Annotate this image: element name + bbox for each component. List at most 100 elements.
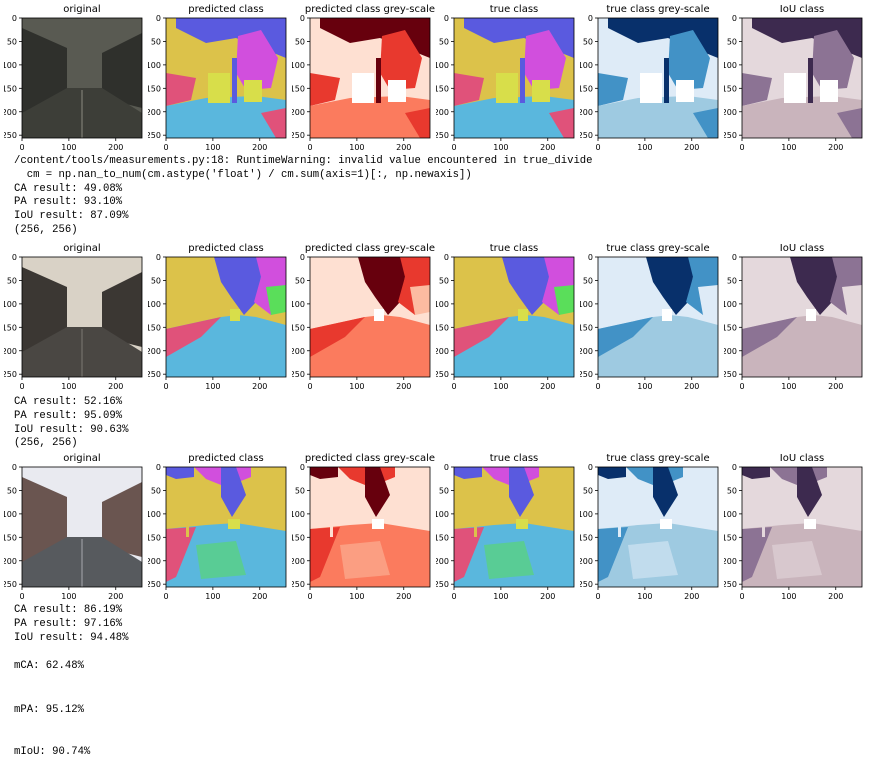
y-tick-label: 50 — [151, 276, 161, 285]
x-tick-label: 0 — [307, 143, 312, 152]
y-tick-label: 100 — [436, 300, 449, 309]
axes-frame — [21, 17, 143, 139]
y-tick-label: 0 — [300, 253, 305, 262]
seg-grass — [842, 285, 862, 315]
panel-reds: 0 50 100 150 200 250 0 100 200 predicted class gr… — [292, 451, 435, 601]
seg-car — [352, 73, 374, 103]
seg-pole — [520, 58, 525, 103]
y-tick-label: 100 — [4, 61, 17, 70]
y-tick-label: 0 — [732, 253, 737, 262]
axes-frame — [309, 256, 431, 378]
panel-image — [22, 257, 142, 377]
x-tick-label: 200 — [828, 592, 843, 601]
y-tick-label: 50 — [727, 276, 737, 285]
y-tick-label: 100 — [724, 510, 737, 519]
x-tick-label: 0 — [163, 382, 168, 391]
seg-car — [372, 519, 384, 529]
seg-tree — [236, 30, 278, 90]
seg-car — [784, 73, 806, 103]
panel-image — [454, 467, 574, 587]
panel-image — [22, 467, 142, 587]
y-tick-label: 200 — [292, 557, 305, 566]
y-tick-label: 200 — [580, 347, 593, 356]
y-tick-label: 50 — [295, 276, 305, 285]
y-tick-label: 100 — [148, 510, 161, 519]
y-tick-label: 250 — [580, 131, 593, 140]
iou-result: IoU result: 94.48% — [14, 631, 129, 644]
x-tick-label: 0 — [739, 592, 744, 601]
iou-result: IoU result: 87.09% — [14, 210, 129, 223]
x-tick-label: 0 — [595, 592, 600, 601]
y-tick-label: 150 — [436, 533, 449, 542]
panel-image — [742, 467, 862, 587]
panel-blues: 0 50 100 150 200 250 0 100 200 true class grey-sc… — [580, 241, 720, 391]
y-tick-label: 250 — [292, 370, 305, 379]
y-tick-label: 150 — [4, 84, 17, 93]
y-tick-label: 150 — [148, 323, 161, 332]
y-tick-label: 150 — [580, 323, 593, 332]
miou-summary: mIoU: 90.74% — [14, 746, 90, 760]
axes-frame — [741, 466, 863, 588]
seg-sky-center — [365, 467, 390, 517]
panel-title: predicted class — [188, 453, 264, 464]
y-tick-label: 0 — [156, 253, 161, 262]
photo-building-right — [102, 33, 142, 108]
seg-pole — [330, 487, 333, 537]
axes-frame — [309, 466, 431, 588]
seg-car-2 — [244, 80, 262, 102]
panel-title: true class grey-scale — [606, 453, 710, 464]
seg-road — [166, 96, 286, 138]
seg-pole — [808, 58, 813, 103]
y-tick-label: 150 — [292, 323, 305, 332]
y-tick-label: 150 — [292, 84, 305, 93]
x-tick-label: 100 — [61, 143, 76, 152]
x-tick-label: 200 — [396, 382, 411, 391]
panel-pred: 0 50 100 150 200 250 0 100 200 predicted class — [148, 2, 288, 152]
y-tick-label: 150 — [436, 323, 449, 332]
panel-image — [310, 257, 430, 377]
seg-sky-center — [509, 467, 534, 517]
seg-sidewalk-right — [405, 108, 430, 138]
seg-sky-center — [221, 467, 246, 517]
y-tick-label: 200 — [580, 108, 593, 117]
y-tick-label: 50 — [727, 37, 737, 46]
seg-grass — [410, 285, 430, 315]
cell-stdout-2: CA result: 52.16% PA result: 95.09% IoU re… — [14, 396, 128, 451]
seg-sky — [358, 257, 410, 315]
x-tick-label: 0 — [739, 382, 744, 391]
y-tick-label: 50 — [7, 276, 17, 285]
seg-sidewalk — [310, 73, 340, 106]
y-tick-label: 50 — [7, 486, 17, 495]
x-tick-label: 0 — [595, 143, 600, 152]
x-tick-label: 0 — [307, 592, 312, 601]
y-tick-label: 150 — [436, 84, 449, 93]
seg-car — [660, 519, 672, 529]
seg-sidewalk-right — [549, 108, 574, 138]
y-tick-label: 250 — [724, 131, 737, 140]
y-tick-label: 250 — [148, 131, 161, 140]
y-tick-label: 250 — [436, 131, 449, 140]
seg-car — [518, 309, 528, 321]
y-tick-label: 100 — [580, 61, 593, 70]
figure-row-1: 0 50 100 150 200 250 0 100 200 original 0 50 100 150 2… — [0, 2, 883, 152]
panel-photo: 0 50 100 150 200 250 0 100 200 original — [4, 2, 144, 152]
y-tick-label: 250 — [292, 131, 305, 140]
x-tick-label: 100 — [349, 592, 364, 601]
photo-building-right — [102, 272, 142, 347]
y-tick-label: 100 — [580, 300, 593, 309]
seg-pole — [762, 487, 765, 537]
seg-grass — [266, 285, 286, 315]
y-tick-label: 50 — [295, 37, 305, 46]
shape-result: (256, 256) — [14, 437, 78, 450]
seg-road — [454, 96, 574, 138]
panel-title: true class — [489, 453, 539, 464]
seg-sidewalk — [310, 317, 365, 357]
seg-bike-lane — [196, 541, 246, 579]
panel-title: original — [63, 453, 101, 464]
panel-photo: 0 50 100 150 200 250 0 100 200 original — [4, 241, 144, 391]
y-tick-label: 150 — [292, 533, 305, 542]
